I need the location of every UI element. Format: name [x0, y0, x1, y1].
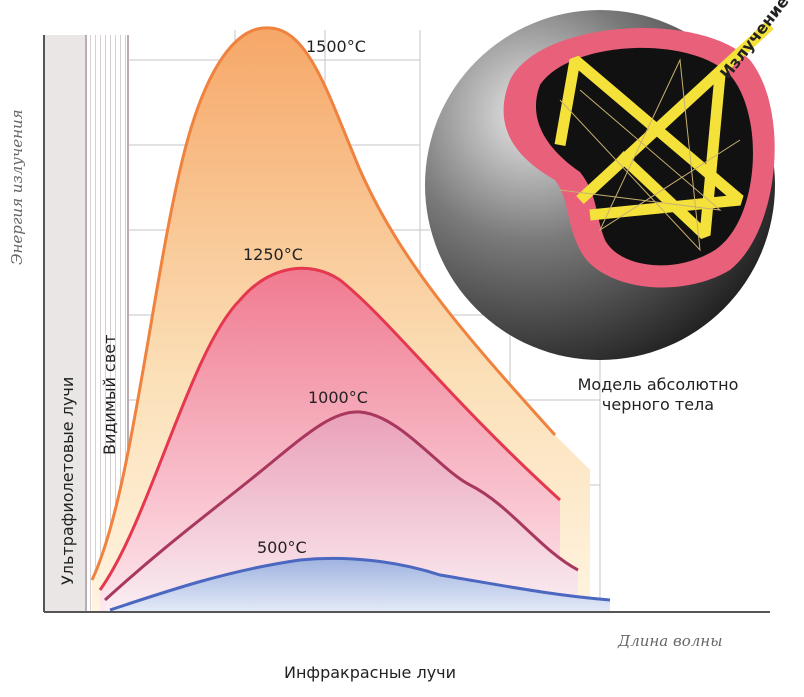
- curve-label: 1250°C: [243, 245, 303, 264]
- band-label: Инфракрасные лучи: [284, 663, 456, 682]
- curve-500: [109, 556, 611, 612]
- blackbody-model: Излучение: [425, 0, 793, 360]
- model-caption: черного тела: [602, 395, 714, 414]
- x-axis-label: Длина волны: [617, 632, 722, 650]
- area-500: [110, 558, 610, 612]
- model-caption: Модель абсолютно: [578, 375, 739, 394]
- curve-label: 1500°C: [306, 37, 366, 56]
- curve-1500: [90, 26, 557, 581]
- curve-1000: [103, 410, 579, 602]
- curves: [90, 26, 611, 612]
- band-label: Видимый свет: [100, 335, 119, 455]
- band-label: Ультрафиолетовые лучи: [58, 377, 77, 585]
- curve-label: 500°C: [257, 538, 307, 557]
- ultraviolet-band: [44, 35, 86, 612]
- curve-label: 1000°C: [308, 388, 368, 407]
- curve-1250: [98, 266, 562, 591]
- y-axis-label: Энергия излучения: [8, 109, 26, 265]
- area-1000: [105, 411, 578, 612]
